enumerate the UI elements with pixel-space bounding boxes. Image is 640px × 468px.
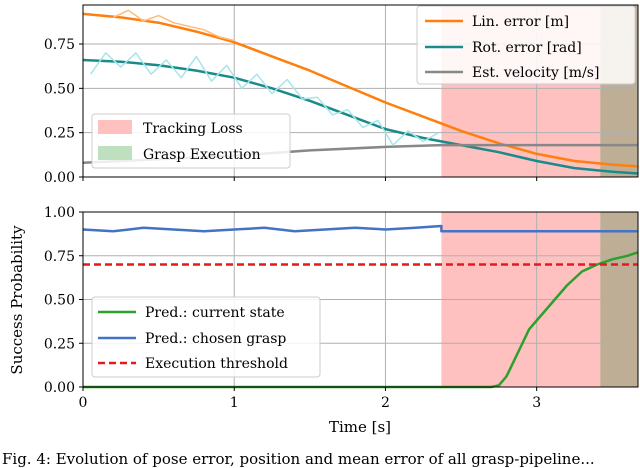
ytick-label: 0.75 (44, 249, 75, 265)
series-pred-current-state (83, 251, 639, 389)
legend-label-current-state: Pred.: current state (145, 305, 285, 321)
y-axis-label: Success Probability (8, 225, 26, 375)
legend-label-chosen-grasp: Pred.: chosen grasp (145, 331, 286, 347)
series-pred-chosen-grasp (82, 224, 638, 233)
xtick-label: 1 (230, 395, 239, 411)
legend-bottom: Pred.: current state Pred.: chosen grasp… (91, 296, 321, 378)
ytick-label: 0.75 (44, 37, 75, 53)
legend-swatch-tracking-loss (98, 120, 132, 134)
legend-label-lin-error: Lin. error [m] (472, 14, 569, 30)
ytick-label: 0.25 (44, 126, 75, 142)
series-rot-error-raw (89, 52, 439, 146)
ytick-label: 0.50 (44, 293, 75, 309)
xtick-label: 2 (381, 395, 390, 411)
x-axis-label: Time [s] (329, 418, 391, 436)
legend-label-est-velocity: Est. velocity [m/s] (472, 65, 599, 81)
series-lin-error-raw (112, 9, 235, 42)
top-axes-frame (82, 4, 639, 178)
ytick-label: 0.00 (44, 170, 75, 186)
series-rot-error-rad (82, 58, 639, 175)
ytick-label: 1.00 (44, 205, 75, 221)
legend-label-threshold: Execution threshold (145, 356, 288, 372)
ytick-label: 0.00 (44, 380, 75, 396)
legend-label-grasp-execution: Grasp Execution (143, 147, 261, 163)
ytick-label: 0.25 (44, 336, 75, 352)
ytick-label: 0.50 (44, 81, 75, 97)
figure-caption: Fig. 4: Evolution of pose error, positio… (2, 450, 595, 468)
legend-label-rot-error: Rot. error [rad] (472, 40, 582, 56)
xtick-label: 0 (79, 395, 88, 411)
legend-swatch-grasp-execution (98, 146, 132, 160)
panel-top-errors: 0.00 0.25 0.50 0.75 Lin. error [m] Rot. err… (44, 4, 639, 186)
xtick-label: 3 (532, 395, 541, 411)
legend-label-tracking-loss: Tracking Loss (143, 121, 243, 137)
series-lin-error-m (82, 12, 639, 168)
legend-top-right: Lin. error [m] Rot. error [rad] Est. vel… (416, 5, 636, 85)
legend-top-left: Tracking Loss Grasp Execution (91, 113, 291, 169)
panel-bottom-success: 0.00 0.25 0.50 0.75 1.00 0 1 2 3 Pred.: current … (8, 205, 639, 436)
